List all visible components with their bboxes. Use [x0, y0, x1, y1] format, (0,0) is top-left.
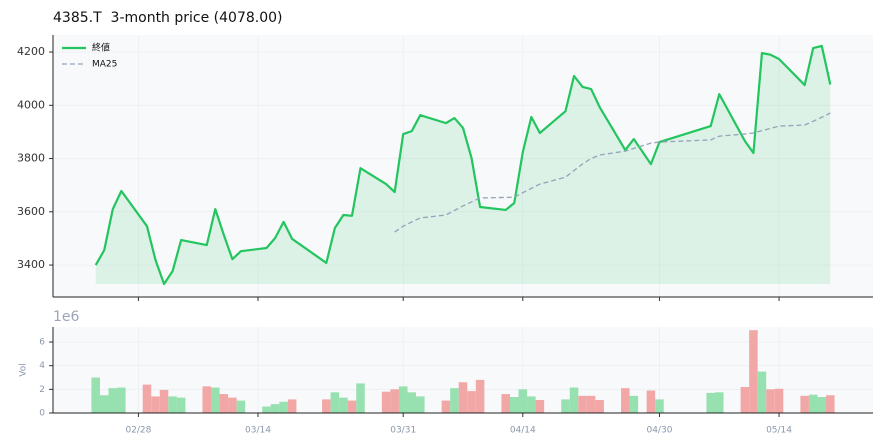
volume-bar	[595, 399, 604, 413]
volume-bar	[749, 330, 758, 413]
volume-bar	[117, 387, 126, 413]
x-tick-label: 03/31	[390, 426, 416, 436]
volume-bar	[808, 394, 818, 413]
volume-bar	[527, 396, 536, 413]
volume-bar	[236, 400, 246, 413]
volume-bar	[202, 386, 212, 413]
volume-bar	[91, 377, 100, 413]
y-axis-label: Vol	[19, 363, 29, 376]
volume-bar	[817, 397, 827, 413]
volume-bar	[586, 395, 596, 413]
x-tick-label: 03/14	[245, 426, 271, 436]
volume-bar	[356, 383, 365, 413]
volume-bar	[339, 397, 348, 413]
volume-bar	[800, 395, 809, 413]
x-tick-label: 04/30	[646, 426, 672, 436]
volume-bar	[714, 392, 724, 413]
volume-bar	[450, 388, 459, 413]
volume-bar	[168, 396, 177, 413]
volume-bar	[108, 388, 118, 413]
volume-bar	[176, 397, 186, 413]
y-tick-label: 2	[39, 385, 45, 395]
volume-bar	[655, 399, 664, 413]
x-tick-label: 04/14	[510, 426, 536, 436]
volume-bar	[766, 389, 775, 413]
x-tick-label: 05/14	[766, 426, 792, 436]
volume-bar	[475, 379, 485, 413]
volume-bar	[535, 399, 545, 413]
y-tick-label: 4000	[17, 98, 45, 111]
volume-bar	[228, 397, 237, 413]
volume-bar	[262, 406, 271, 413]
legend-label: MA25	[92, 60, 117, 70]
line	[394, 112, 831, 233]
volume-bar	[629, 395, 639, 413]
volume-bar	[416, 396, 425, 413]
volume-bar	[646, 390, 656, 413]
y-offset-label: 1e6	[53, 309, 80, 325]
volume-bar	[270, 404, 280, 413]
volume-bar	[219, 394, 229, 413]
volume-bar	[509, 397, 519, 413]
volume-bar	[621, 388, 630, 413]
volume-bar	[757, 371, 767, 413]
volume-bar	[774, 388, 784, 413]
volume-bar	[501, 394, 510, 413]
volume-bar	[99, 395, 109, 413]
volume-bar	[740, 386, 750, 413]
volume-bar	[578, 395, 587, 413]
volume-bar	[390, 389, 399, 413]
plot-area	[53, 35, 873, 297]
volume-bar	[458, 382, 468, 413]
y-tick-label: 3400	[17, 258, 45, 271]
volume-bar	[706, 392, 715, 413]
volume-bar	[330, 392, 340, 413]
y-tick-label: 0	[39, 409, 45, 419]
volume-bar	[561, 399, 570, 413]
volume-bar	[569, 387, 579, 413]
volume-bar	[398, 386, 408, 413]
volume-bar	[211, 387, 220, 413]
y-tick-label: 4200	[17, 45, 45, 58]
y-tick-label: 3600	[17, 205, 45, 218]
volume-bar	[279, 401, 288, 413]
volume-bar	[441, 400, 451, 413]
x-tick-label: 02/28	[125, 426, 151, 436]
volume-bar	[159, 389, 169, 413]
y-tick-label: 4	[39, 361, 45, 371]
volume-bar	[322, 399, 331, 413]
volume-bar	[347, 400, 357, 413]
volume-bar	[407, 392, 417, 413]
volume-bar	[467, 391, 476, 413]
volume-bar	[518, 389, 528, 413]
y-tick-label: 6	[39, 338, 45, 348]
volume-bar	[381, 391, 391, 413]
volume-bar	[826, 395, 835, 413]
y-tick-label: 3800	[17, 152, 45, 165]
line	[94, 44, 832, 286]
area	[95, 45, 831, 284]
chart-title: 4385.T 3-month price (4078.00)	[53, 10, 283, 26]
legend-label: 終値	[92, 42, 110, 54]
volume-bar	[151, 396, 160, 413]
volume-bar	[142, 384, 152, 413]
volume-bar	[287, 399, 297, 413]
